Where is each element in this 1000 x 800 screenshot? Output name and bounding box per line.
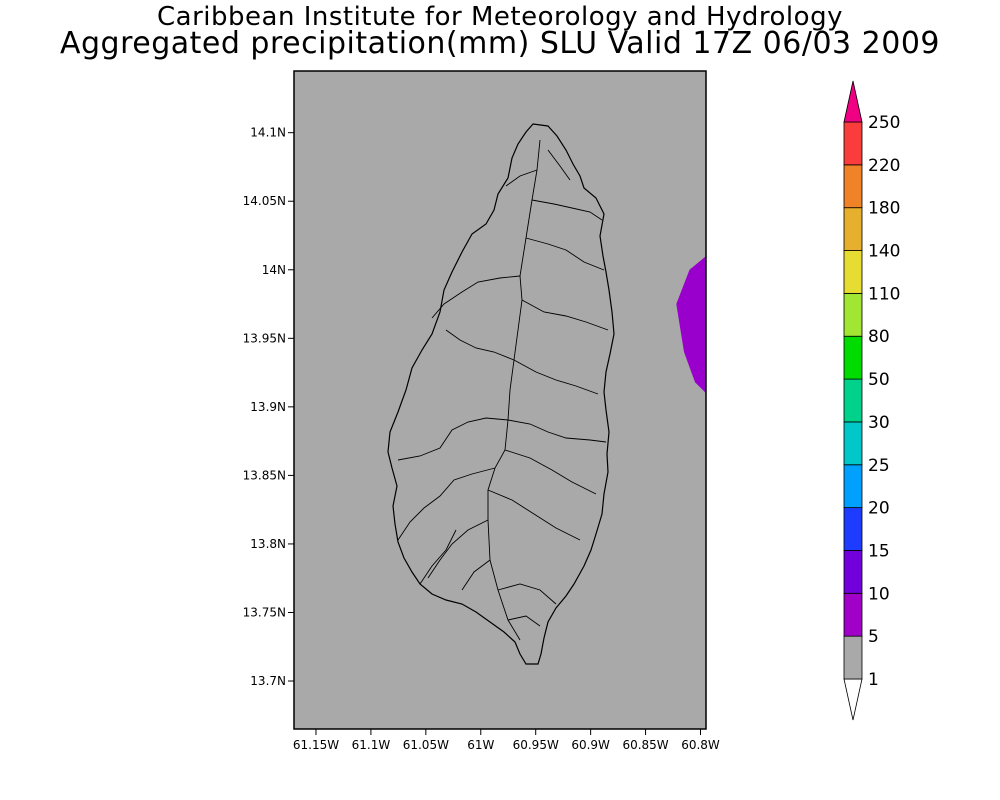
- lon-tick-label: 61.15W: [293, 738, 339, 752]
- ridge-east-6: [504, 449, 597, 495]
- title-line-1: Caribbean Institute for Meteorology and …: [157, 2, 843, 32]
- colorbar-label: 5: [868, 627, 879, 647]
- lat-tick-label: 13.95N: [243, 331, 286, 345]
- map-background: [294, 71, 706, 729]
- title-line-2: Aggregated precipitation(mm) SLU Valid 1…: [59, 26, 941, 61]
- colorbar-bin: [843, 592, 863, 637]
- lon-tick-label: 61.05W: [403, 738, 449, 752]
- colorbar-bin: [843, 678, 863, 721]
- lat-tick-label: 14.05N: [243, 194, 286, 208]
- ridge-east-5: [507, 419, 607, 443]
- colorbar-label: 180: [868, 199, 900, 219]
- colorbar-bin: [843, 207, 863, 251]
- ridge-west-5: [427, 519, 489, 579]
- colorbar-label: 140: [868, 242, 900, 262]
- ridge-southwest: [419, 529, 457, 585]
- ridge-south-1: [461, 559, 491, 591]
- colorbar-label: 250: [868, 113, 900, 133]
- ridge-west-2: [445, 329, 515, 361]
- lat-tick-label: 13.75N: [243, 605, 286, 619]
- colorbar-label: 20: [868, 499, 890, 519]
- lon-tick-label: 60.85W: [622, 738, 668, 752]
- colorbar-bin: [843, 550, 863, 594]
- ridge-east-4: [513, 359, 599, 395]
- lon-tick-label: 60.95W: [513, 738, 559, 752]
- lat-tick-label: 13.7N: [250, 674, 286, 688]
- ridge-west-3: [397, 417, 509, 461]
- lat-tick-label: 14N: [262, 263, 286, 277]
- colorbar-bin: [843, 121, 863, 166]
- colorbar-bin: [843, 292, 863, 337]
- ridge-west-1: [431, 275, 521, 319]
- watershed-boundaries: [397, 139, 609, 641]
- colorbar-label: 15: [868, 541, 890, 561]
- colorbar-label: 25: [868, 456, 890, 476]
- colorbar-label: 10: [868, 584, 890, 604]
- colorbar-bin: [843, 80, 863, 123]
- colorbar-bin: [843, 164, 863, 209]
- lat-tick-label: 13.85N: [243, 468, 286, 482]
- ridge-south-3: [507, 615, 541, 627]
- colorbar-label: 50: [868, 370, 890, 390]
- ridge-east-3: [521, 299, 609, 331]
- colorbar-bin: [843, 507, 863, 551]
- colorbar-label: 30: [868, 413, 890, 433]
- lat-tick-label: 13.8N: [250, 537, 286, 551]
- lon-tick-label: 61.1W: [352, 738, 391, 752]
- colorbar-bin: [843, 250, 863, 294]
- lat-tick-label: 13.9N: [250, 400, 286, 414]
- island-outline: [387, 123, 615, 665]
- island-saint-lucia: [387, 123, 615, 665]
- latitude-axis: 14.1N 14.05N 14N 13.95N 13.9N 13.85N 13.8N 13.7…: [243, 126, 294, 688]
- colorbar-label: 80: [868, 327, 890, 347]
- colorbar-label: 220: [868, 156, 900, 176]
- longitude-axis: 61.15W 61.1W 61.05W 61W 60.95W 60.9W 60.85W 60.…: [293, 729, 720, 752]
- colorbar-bin: [843, 335, 863, 380]
- ridge-north-1: [505, 169, 538, 187]
- ridge-west-4: [397, 467, 496, 541]
- map-frame: [293, 70, 707, 730]
- colorbar-bin: [843, 635, 863, 680]
- lat-tick-label: 14.1N: [250, 126, 286, 140]
- colorbar-bin: [843, 421, 863, 466]
- ridge-east-2: [525, 237, 605, 271]
- colorbar-label: 1: [868, 670, 879, 690]
- colorbar-bin: [843, 464, 863, 509]
- colorbar-bin: [843, 378, 863, 423]
- lon-tick-label: 61W: [467, 738, 494, 752]
- ridge-south-2: [497, 583, 557, 605]
- ridge-north-2: [547, 149, 571, 181]
- ridge-east-1: [531, 199, 603, 221]
- lon-tick-label: 60.8W: [681, 738, 720, 752]
- ridge-east-7: [487, 489, 581, 541]
- colorbar-label: 110: [868, 284, 900, 304]
- lon-tick-label: 60.9W: [571, 738, 610, 752]
- precip-patch: [676, 256, 706, 394]
- ridge-main: [487, 139, 541, 641]
